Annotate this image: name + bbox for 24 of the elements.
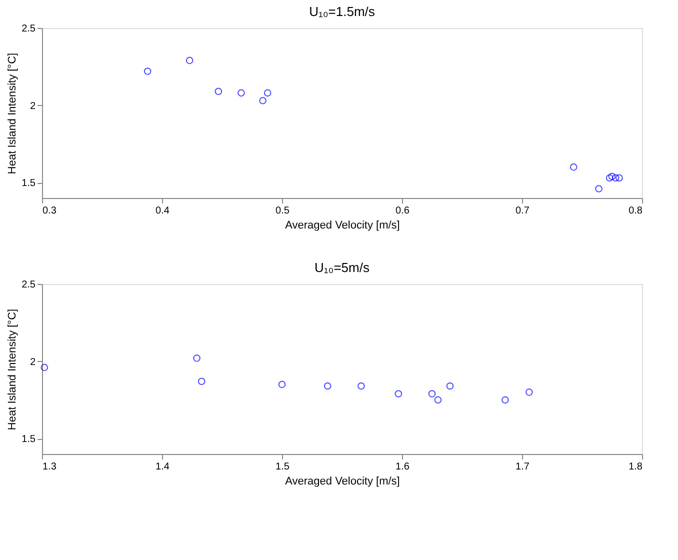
x-tick-label: 0.7 [516, 206, 530, 216]
y-tick-label: 2 [30, 100, 36, 112]
chart-title: U₁₀=5m/s [314, 260, 370, 275]
y-axis-title: Heat Island Intensity [°C] [6, 308, 19, 430]
x-tick-label: 0.8 [628, 206, 643, 216]
y-tick-label: 1.5 [22, 178, 36, 190]
y-axis-title: Heat Island Intensity [°C] [6, 52, 19, 174]
y-tick-label: 2.5 [22, 280, 36, 290]
x-tick-label: 1.7 [516, 462, 530, 472]
x-tick-label: 0.5 [276, 206, 290, 216]
x-tick-label: 0.6 [396, 206, 410, 216]
chart-title: U₁₀=1.5m/s [309, 4, 376, 19]
y-tick-label: 2 [30, 356, 36, 368]
x-axis-title: Averaged Velocity [m/s] [285, 220, 400, 232]
x-tick-label: 1.3 [42, 462, 57, 472]
x-tick-label: 1.4 [156, 462, 170, 472]
x-tick-label: 1.8 [628, 462, 643, 472]
x-axis-title: Averaged Velocity [m/s] [285, 476, 400, 488]
y-tick-label: 2.5 [22, 24, 36, 34]
x-tick-label: 0.4 [156, 206, 170, 216]
x-tick-label: 1.5 [276, 462, 290, 472]
x-tick-label: 0.3 [42, 206, 57, 216]
x-tick-label: 1.6 [396, 462, 410, 472]
y-tick-label: 1.5 [22, 434, 36, 446]
